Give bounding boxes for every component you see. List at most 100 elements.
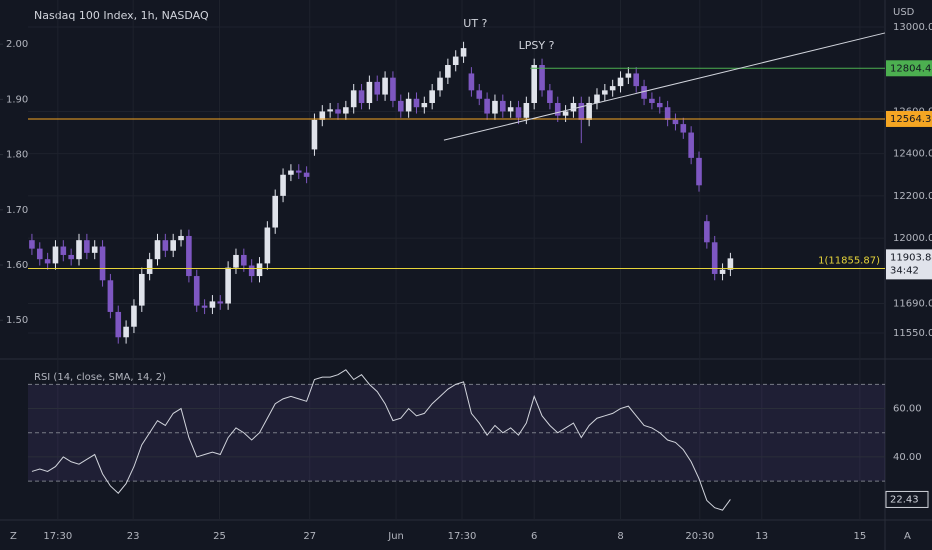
- last-price: 11903.84: [890, 252, 932, 263]
- candle-body: [225, 267, 231, 304]
- rsi-title: RSI (14, close, SMA, 14, 2): [34, 372, 166, 383]
- icon-left[interactable]: Z: [10, 531, 17, 542]
- y-tick-label: 12200.00: [893, 191, 932, 202]
- candle-body: [641, 86, 647, 99]
- candle-body: [602, 90, 608, 95]
- candle-body: [547, 90, 553, 103]
- candle-body: [280, 174, 286, 196]
- candle-body: [248, 265, 255, 277]
- y-tick-label: 13000.00: [893, 22, 932, 33]
- icon-right[interactable]: A: [904, 531, 911, 542]
- candle-body: [437, 77, 443, 91]
- candle-body: [186, 235, 192, 277]
- last-price-box: [886, 249, 932, 280]
- y2-tick-label: 2.00: [6, 39, 28, 50]
- candle-body: [445, 65, 451, 78]
- candle-body: [468, 73, 475, 91]
- candle-body: [327, 109, 333, 112]
- x-tick-label: 25: [213, 531, 226, 542]
- candle-body: [507, 107, 514, 112]
- candle-body: [413, 98, 420, 108]
- candle-body: [704, 221, 710, 243]
- x-tick-label: 17:30: [448, 531, 477, 542]
- x-tick-label: Jun: [387, 531, 404, 542]
- y-tick-label: 11550.00: [893, 328, 932, 339]
- x-tick-label: 17:30: [43, 531, 72, 542]
- candle-body: [264, 227, 271, 264]
- currency: USD: [893, 7, 915, 18]
- countdown: 34:42: [890, 265, 919, 276]
- candle-body: [719, 269, 726, 274]
- candle-body: [562, 111, 569, 116]
- candle-body: [421, 102, 428, 108]
- candle-body: [492, 100, 498, 114]
- candle-body: [672, 119, 679, 125]
- y-tick-label: 60.00: [893, 404, 922, 415]
- candle-body: [170, 240, 176, 251]
- candle-body: [131, 305, 137, 327]
- candle-body: [523, 102, 530, 118]
- candle-body: [60, 246, 67, 255]
- candle-body: [201, 305, 208, 308]
- candle-body: [531, 65, 537, 103]
- candle-body: [288, 170, 294, 175]
- candle-body: [52, 246, 59, 264]
- candle-body: [36, 248, 43, 260]
- candle-body: [649, 98, 655, 103]
- candle-body: [295, 170, 302, 173]
- candle-body: [500, 100, 506, 112]
- candle-body: [460, 48, 467, 57]
- candle-body: [688, 132, 694, 158]
- y-tick-label: 11690.00: [893, 299, 932, 310]
- candle-body: [350, 90, 357, 108]
- y2-tick-label: 1.80: [6, 150, 28, 161]
- x-tick-label: 13: [755, 531, 768, 542]
- chart-title: Nasdaq 100 Index, 1h, NASDAQ: [34, 9, 209, 22]
- candle-body: [570, 102, 577, 112]
- y2-tick-label: 1.50: [6, 315, 28, 326]
- candle-body: [146, 259, 153, 274]
- x-tick-label: 15: [854, 531, 867, 542]
- y2-tick-label: 1.60: [6, 260, 28, 271]
- candle-body: [727, 258, 734, 270]
- x-tick-label: 8: [617, 531, 623, 542]
- candle-body: [233, 254, 239, 268]
- candle-body: [382, 77, 388, 95]
- rsi-value-box: [885, 490, 929, 508]
- candle-body: [405, 98, 412, 112]
- candle-body: [256, 263, 263, 277]
- candle-body: [84, 240, 90, 253]
- price-label: 12804.46: [890, 63, 932, 74]
- candle-body: [711, 242, 718, 274]
- candle-body: [366, 81, 373, 103]
- candle-body: [515, 107, 522, 118]
- candle-body: [539, 65, 545, 91]
- candle-body: [44, 259, 51, 264]
- candle-body: [241, 254, 247, 266]
- candle-body: [429, 90, 435, 103]
- price-label-box: [886, 60, 932, 77]
- y-tick-label: 40.00: [893, 452, 922, 463]
- candle-body: [303, 172, 310, 177]
- candle-body: [193, 276, 200, 306]
- candle-body: [476, 90, 483, 99]
- candle-body: [617, 77, 624, 87]
- rsi-value: 22.43: [890, 494, 919, 505]
- candle-body: [91, 246, 98, 253]
- candle-body: [625, 73, 632, 78]
- candle-body: [609, 86, 616, 91]
- candle-body: [484, 98, 490, 114]
- annotation: UT ?: [463, 17, 487, 30]
- candle-body: [154, 240, 161, 260]
- price-label: 12564.39: [890, 114, 932, 125]
- y-tick-label: 12000.00: [893, 233, 932, 244]
- x-tick-label: 6: [531, 531, 537, 542]
- candle-body: [107, 280, 114, 312]
- candle-body: [272, 195, 279, 228]
- candle-body: [390, 77, 396, 101]
- candle-body: [664, 107, 671, 120]
- candle-body: [335, 109, 341, 114]
- candle-body: [343, 107, 349, 114]
- candle-body: [656, 102, 663, 108]
